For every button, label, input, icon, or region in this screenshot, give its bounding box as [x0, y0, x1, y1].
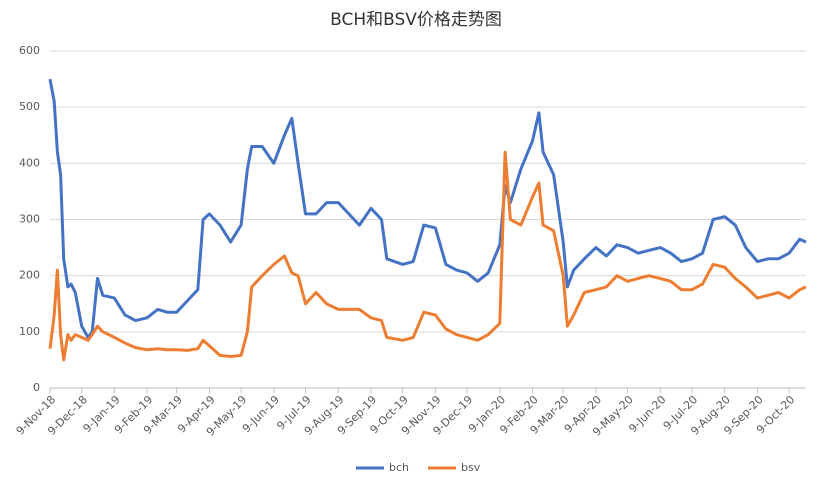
chart-title: BCH和BSV价格走势图	[330, 10, 502, 30]
y-tick-label: 500	[19, 100, 40, 113]
series-line	[48, 78, 807, 339]
y-tick-label: 0	[33, 381, 40, 394]
y-tick-label: 100	[19, 325, 40, 338]
y-tick-label: 200	[19, 269, 40, 282]
y-tick-label: 400	[19, 156, 40, 169]
y-tick-label: 300	[19, 213, 40, 226]
legend-label: bsv	[461, 461, 481, 474]
y-tick-label: 600	[19, 44, 40, 57]
series-line	[48, 150, 807, 362]
legend-label: bch	[389, 461, 409, 474]
